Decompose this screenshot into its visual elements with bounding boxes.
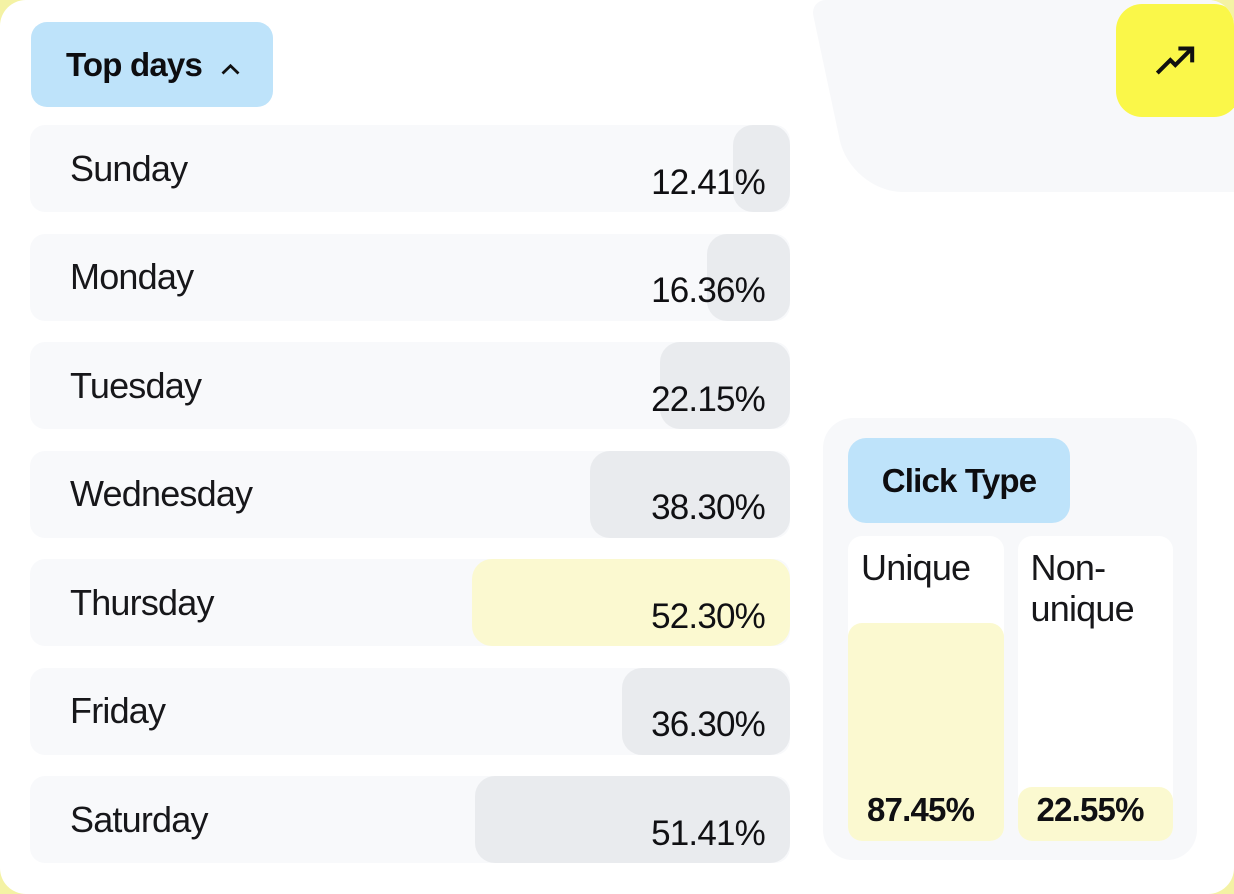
day-label: Tuesday (70, 364, 202, 406)
click-type-columns: Unique 87.45% Non-unique 22.55% (848, 536, 1173, 841)
day-bar (707, 233, 790, 321)
day-row[interactable]: Wednesday 38.30% (30, 450, 790, 538)
card-label: Unique (861, 547, 971, 588)
click-type-card-unique: Unique 87.45% (848, 536, 1004, 841)
day-label: Saturday (70, 798, 209, 840)
non-unique-value: 22.55% (1036, 791, 1145, 828)
day-label: Wednesday (70, 473, 253, 514)
day-bar (472, 559, 790, 646)
day-value: 51.41% (651, 813, 766, 853)
day-label: Thursday (70, 581, 214, 623)
day-bar (660, 342, 790, 429)
day-label: Monday (70, 256, 194, 297)
trend-button[interactable] (1116, 4, 1234, 117)
day-value: 36.30% (651, 705, 766, 745)
top-days-button[interactable]: Top days (31, 22, 273, 107)
day-row[interactable]: Thursday 52.30% (30, 559, 790, 646)
day-row[interactable]: Sunday 12.41% (30, 125, 790, 212)
day-bar (590, 450, 790, 538)
day-value: 38.30% (651, 488, 766, 528)
day-row[interactable]: Monday 16.36% (30, 233, 790, 321)
card-label: Non-unique (1030, 547, 1135, 629)
day-label: Sunday (70, 147, 188, 189)
top-days-label: Top days (66, 45, 203, 83)
day-bar (622, 667, 790, 755)
click-type-card-non-unique: Non-unique 22.55% (1017, 536, 1173, 841)
day-value: 16.36% (651, 271, 766, 311)
day-value: 12.41% (651, 162, 766, 202)
day-value: 52.30% (651, 596, 766, 636)
day-bar (733, 125, 790, 212)
day-row[interactable]: Saturday 51.41% (30, 776, 790, 863)
trending-up-icon (1155, 46, 1201, 76)
click-type-panel: Click Type Unique 87.45% Non-unique 22.5… (823, 418, 1197, 860)
click-type-label: Click Type (881, 461, 1037, 499)
day-label: Friday (70, 690, 166, 731)
chevron-up-icon (220, 46, 241, 84)
top-days-list: Sunday 12.41% Monday 16.36% Tuesday 22.1… (30, 125, 790, 863)
non-unique-bar: 22.55% (1017, 787, 1173, 841)
day-row[interactable]: Tuesday 22.15% (30, 342, 790, 429)
unique-bar: 87.45% (848, 623, 1004, 841)
day-bar (475, 776, 790, 863)
unique-value: 87.45% (867, 791, 975, 828)
click-type-button[interactable]: Click Type (848, 438, 1070, 523)
day-value: 22.15% (651, 379, 766, 419)
day-row[interactable]: Friday 36.30% (30, 667, 790, 755)
